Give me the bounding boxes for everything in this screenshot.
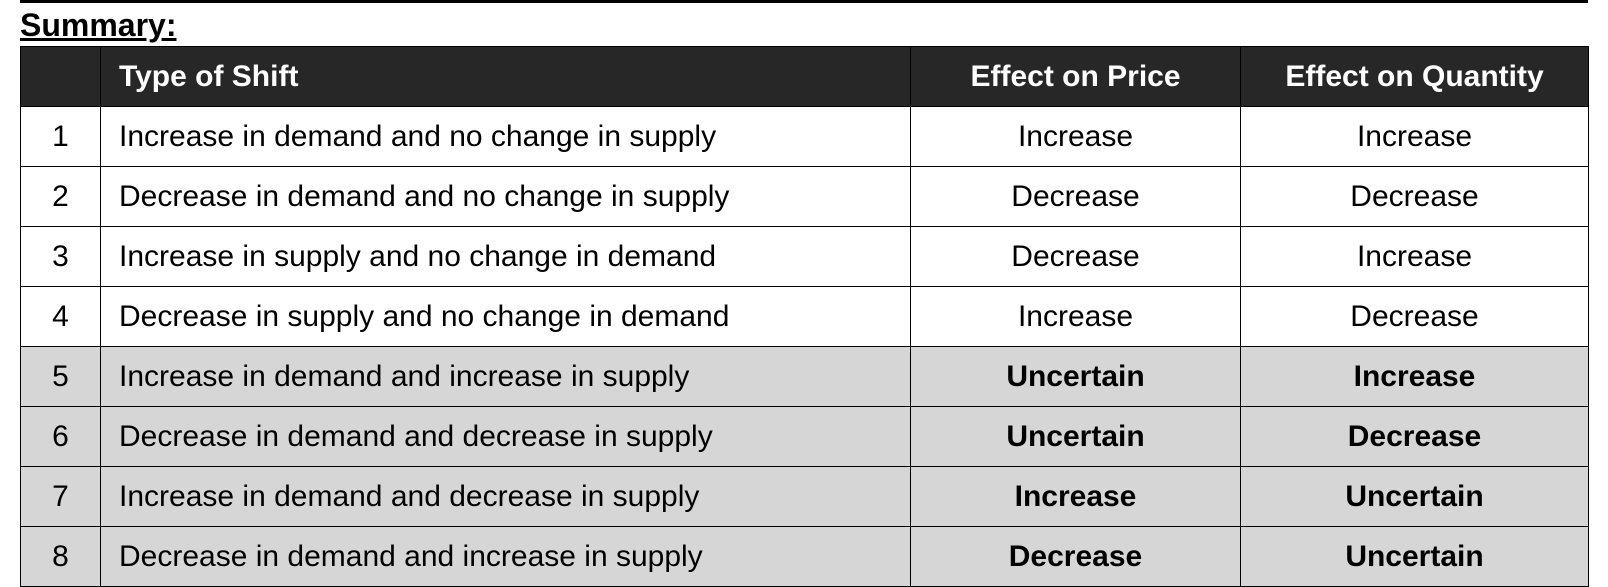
effect-price: Decrease [911,227,1241,287]
summary-table: Type of Shift Effect on Price Effect on … [20,46,1589,587]
col-header-number [21,47,101,107]
table-row: 3Increase in supply and no change in dem… [21,227,1589,287]
effect-price: Increase [911,467,1241,527]
effect-quantity: Decrease [1241,407,1589,467]
effect-price: Increase [911,287,1241,347]
effect-quantity: Increase [1241,227,1589,287]
effect-quantity: Decrease [1241,167,1589,227]
row-number: 7 [21,467,101,527]
row-number: 4 [21,287,101,347]
top-rule [20,0,1588,3]
effect-price: Uncertain [911,347,1241,407]
row-number: 6 [21,407,101,467]
shift-type: Decrease in demand and decrease in suppl… [101,407,911,467]
summary-heading: Summary: [20,7,177,44]
shift-type: Decrease in demand and increase in suppl… [101,527,911,587]
table-header-row: Type of Shift Effect on Price Effect on … [21,47,1589,107]
shift-type: Increase in demand and no change in supp… [101,107,911,167]
effect-price: Decrease [911,527,1241,587]
shift-type: Increase in demand and increase in suppl… [101,347,911,407]
effect-quantity: Uncertain [1241,467,1589,527]
col-header-type: Type of Shift [101,47,911,107]
table-row: 8Decrease in demand and increase in supp… [21,527,1589,587]
col-header-quantity: Effect on Quantity [1241,47,1589,107]
shift-type: Decrease in supply and no change in dema… [101,287,911,347]
table-row: 4Decrease in supply and no change in dem… [21,287,1589,347]
effect-price: Increase [911,107,1241,167]
table-row: 2Decrease in demand and no change in sup… [21,167,1589,227]
summary-container: Summary: Type of Shift Effect on Price E… [0,0,1608,587]
col-header-price: Effect on Price [911,47,1241,107]
effect-quantity: Decrease [1241,287,1589,347]
effect-quantity: Increase [1241,107,1589,167]
table-row: 7Increase in demand and decrease in supp… [21,467,1589,527]
table-row: 6Decrease in demand and decrease in supp… [21,407,1589,467]
table-row: 5Increase in demand and increase in supp… [21,347,1589,407]
table-row: 1Increase in demand and no change in sup… [21,107,1589,167]
shift-type: Increase in supply and no change in dema… [101,227,911,287]
row-number: 3 [21,227,101,287]
effect-quantity: Increase [1241,347,1589,407]
effect-price: Decrease [911,167,1241,227]
row-number: 1 [21,107,101,167]
shift-type: Increase in demand and decrease in suppl… [101,467,911,527]
effect-quantity: Uncertain [1241,527,1589,587]
row-number: 8 [21,527,101,587]
effect-price: Uncertain [911,407,1241,467]
table-body: 1Increase in demand and no change in sup… [21,107,1589,587]
shift-type: Decrease in demand and no change in supp… [101,167,911,227]
row-number: 5 [21,347,101,407]
row-number: 2 [21,167,101,227]
